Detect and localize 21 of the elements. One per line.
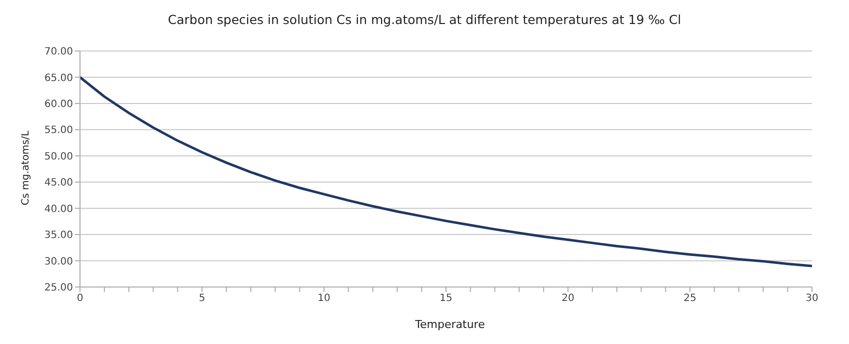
y-tick-label: 40.00 [44,204,73,215]
y-tick-label: 55.00 [44,125,73,136]
y-tick-label: 70.00 [44,46,73,58]
x-tick-label: 30 [806,293,818,304]
y-tick-label: 60.00 [44,98,73,110]
y-tick-label: 50.00 [44,151,73,162]
x-tick-label: 0 [76,293,84,304]
x-tick-label: 5 [198,293,206,304]
x-tick-label: 10 [318,293,330,304]
y-axis-title: Cs mg.atoms/L [20,130,32,206]
chart-title: Carbon species in solution Cs in mg.atoms/L at different temperatures at 19 ‰ Cl [166,12,682,27]
x-tick-label: 15 [440,293,452,304]
x-axis-title: Temperature [414,318,486,331]
y-tick-label: 30.00 [44,256,73,268]
x-tick-label: 20 [562,293,574,304]
x-tick-label: 25 [684,293,696,304]
y-tick-label: 45.00 [44,178,73,189]
y-tick-label: 35.00 [44,230,73,242]
y-tick-label: 25.00 [44,282,73,294]
y-tick-label: 65.00 [44,72,73,84]
line-series [80,76,812,268]
